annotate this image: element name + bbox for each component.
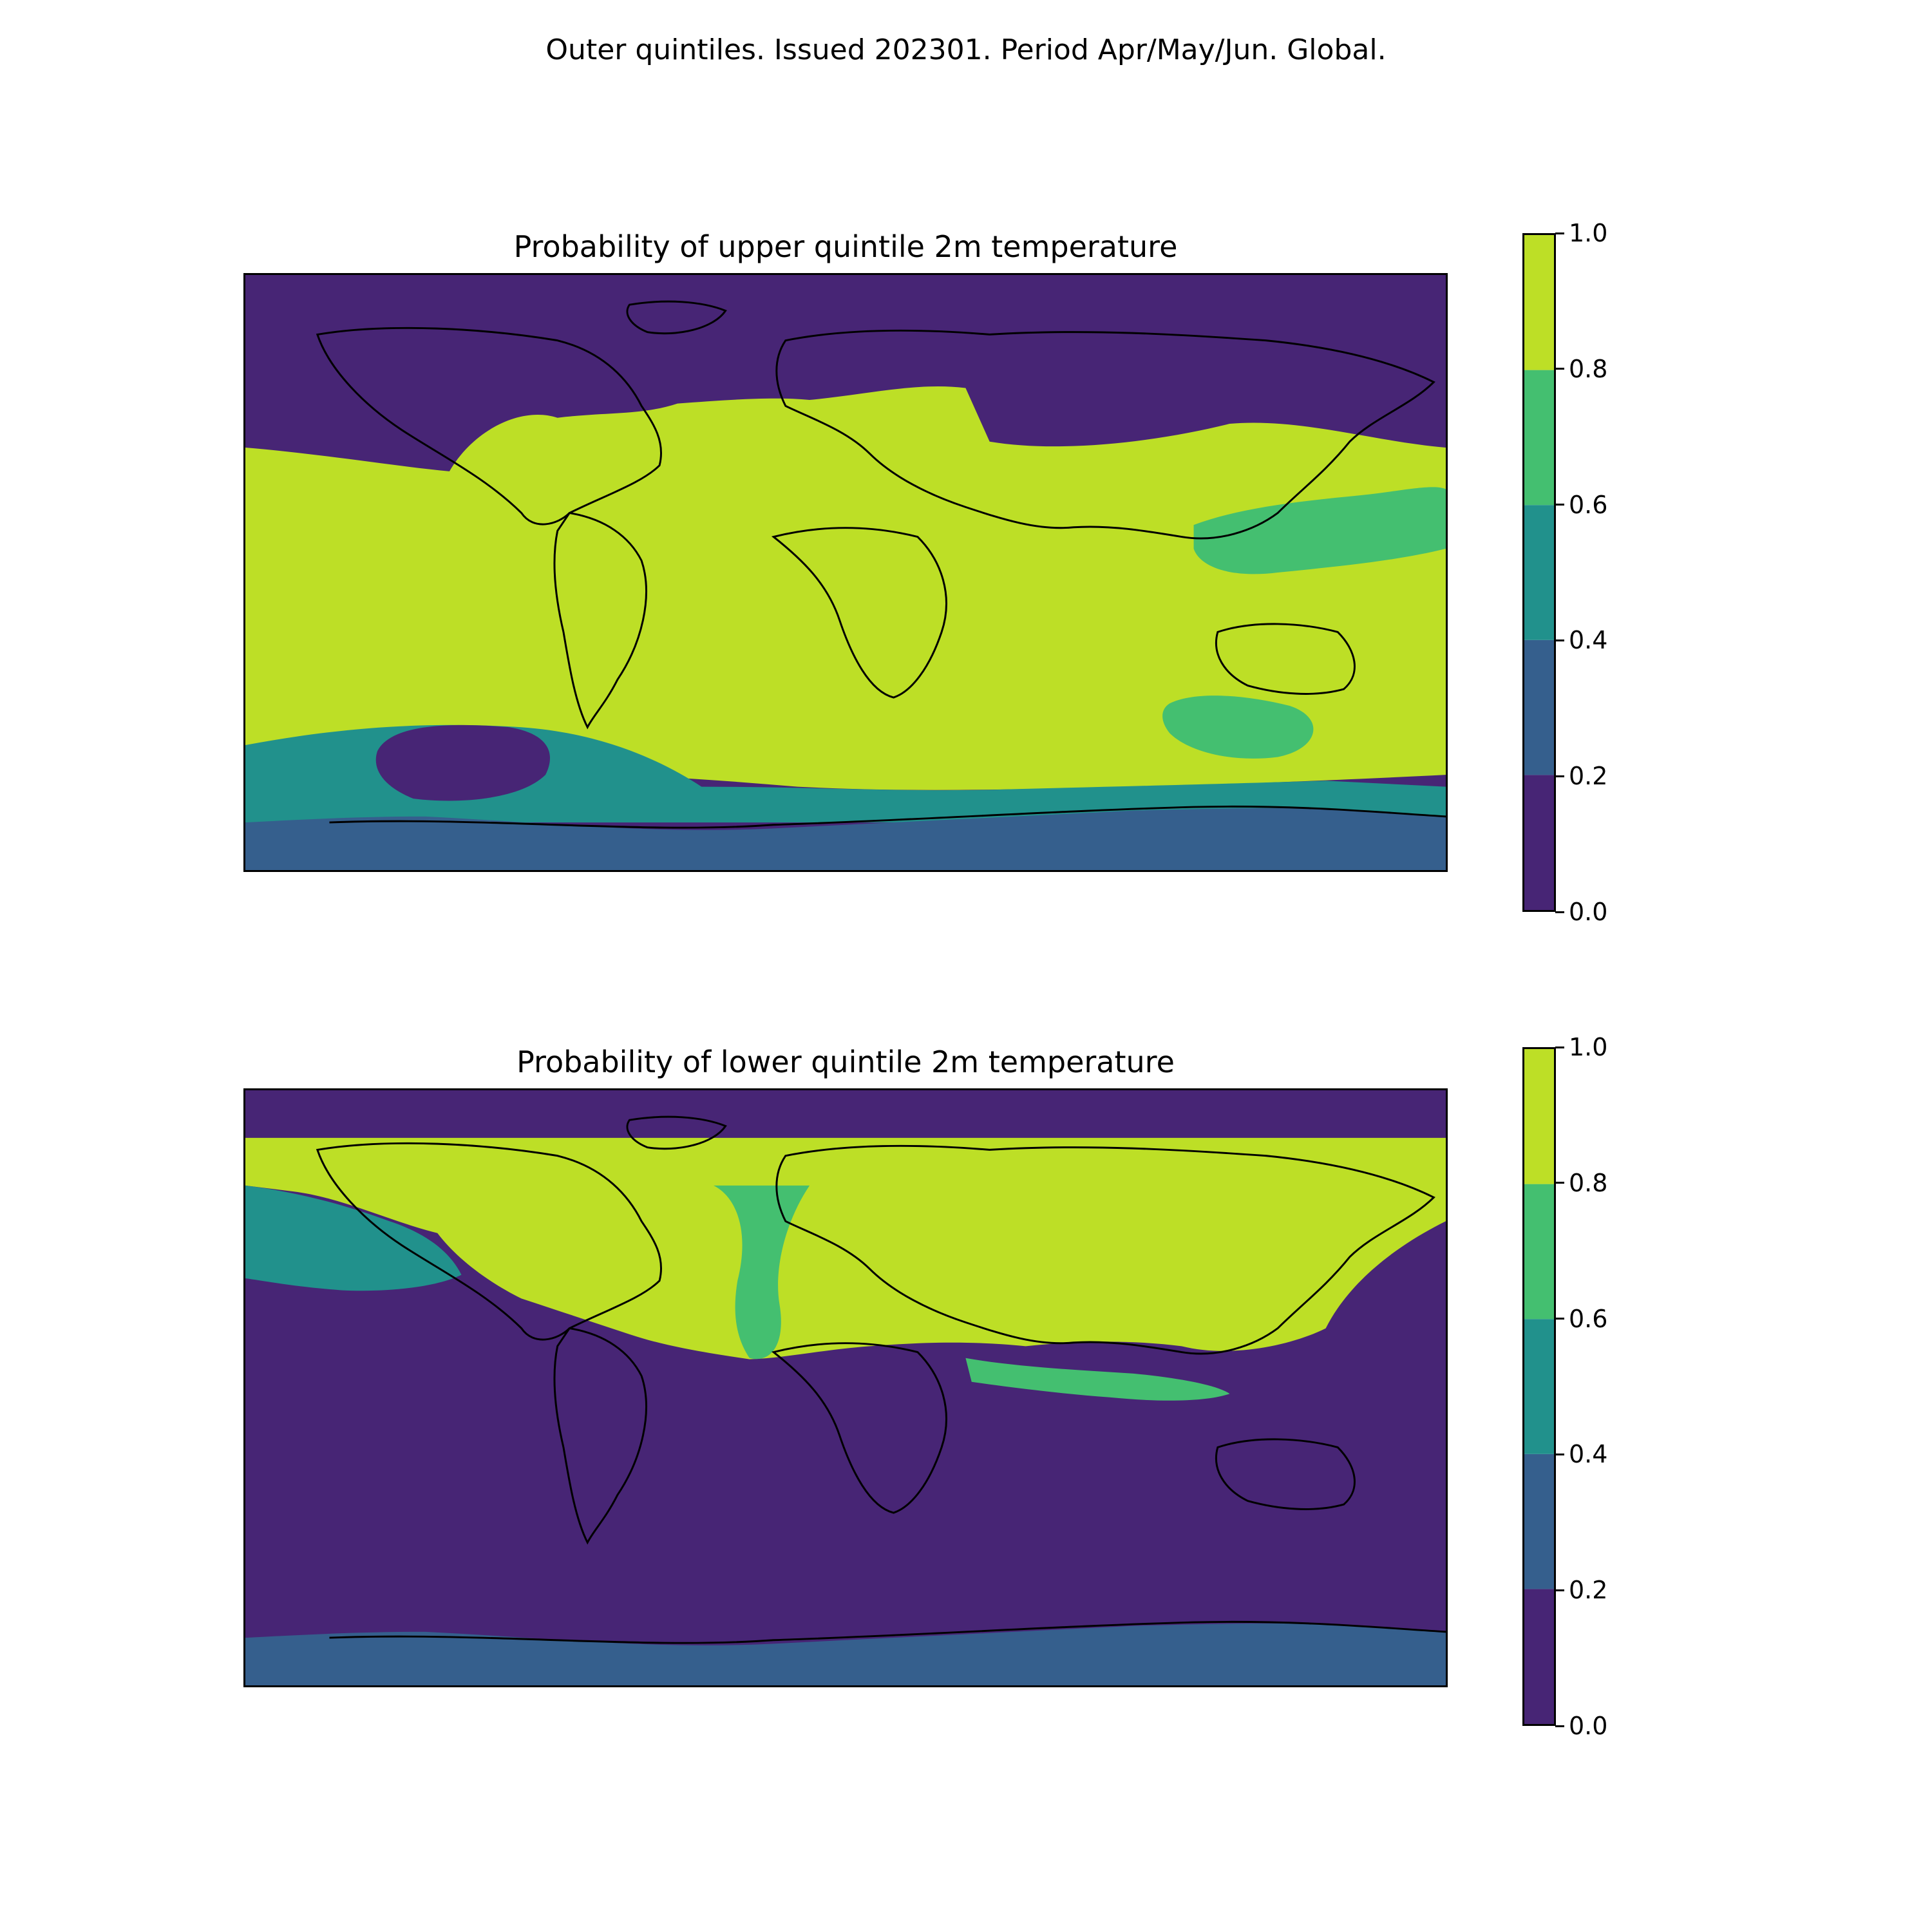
contour-region-west-pacific-warm-pool [1193,487,1446,574]
coastline-path [316,1142,663,1341]
colorbar-tick-label: 0.4 [1569,626,1608,655]
colorbar-tick-mark [1555,504,1564,506]
contour-region-indian-ocean-patch [1162,696,1314,759]
colorbar-segment [1524,639,1554,775]
coastline-path [771,1342,947,1514]
colorbar-segment [1524,1319,1554,1454]
colorbar-tick-label: 1.0 [1569,219,1608,247]
contour-region-north-atlantic-channel [713,1185,810,1359]
colorbar-segment [1524,1184,1554,1320]
colorbar-tick-label: 0.0 [1569,898,1608,926]
coastlines [316,300,1446,829]
colorbar-segment [1524,505,1554,640]
panel-title-upper: Probability of upper quintile 2m tempera… [513,229,1178,264]
contour-region-antarctic-coast [245,808,1446,870]
map-canvas [245,1090,1446,1685]
colorbar-tick-mark [1555,1589,1564,1591]
colorbar-tick-label: 0.6 [1569,1304,1608,1333]
coastline-path [329,1620,1446,1644]
coastline-path [775,1144,1435,1355]
colorbar-canvas [1524,1049,1554,1724]
colorbar-segment [1524,1049,1554,1184]
coastline-path [626,1115,727,1150]
coastline-path [1215,623,1356,695]
colorbar-tick-label: 0.4 [1569,1440,1608,1469]
colorbar-tick-label: 0.2 [1569,762,1608,791]
colorbar-tick-mark [1555,911,1564,913]
colorbar-tick-label: 1.0 [1569,1033,1608,1061]
colorbar-tick-mark [1555,1318,1564,1320]
colorbar-tick-label: 0.0 [1569,1712,1608,1740]
colorbar-segment [1524,370,1554,506]
colorbar-tick-mark [1555,368,1564,370]
colorbar-tick-mark [1555,1182,1564,1184]
colorbar-segment [1524,1454,1554,1589]
map-lower-quintile [243,1088,1448,1687]
colorbar-tick-label: 0.2 [1569,1576,1608,1605]
contour-region-northern-landmasses [245,1137,1446,1359]
colorbar-tick-mark [1555,232,1564,234]
coastline-path [771,527,947,699]
colorbar-upper [1522,233,1556,912]
contour-region-tropical-southern-band [245,386,1446,790]
coastline-path [329,805,1446,829]
coastline-path [626,300,727,335]
colorbar-tick-mark [1555,639,1564,641]
contour-region-antarctic-coast [245,1623,1446,1685]
coastline-path [553,511,647,730]
colorbar-segment [1524,1589,1554,1724]
contour-region-north-pacific-margin [245,1185,462,1291]
coastlines [316,1115,1446,1644]
coastline-path [553,1327,647,1545]
colorbar-tick-mark [1555,1725,1564,1727]
coastline-path [316,327,663,526]
colorbar-lower [1522,1047,1556,1726]
colorbar-tick-label: 0.6 [1569,490,1608,519]
colorbar-tick-label: 0.8 [1569,354,1608,383]
coastline-path [775,329,1435,540]
coastline-path [1215,1438,1356,1510]
colorbar-segment [1524,775,1554,910]
contour-region-south-indian-coast [965,1358,1230,1401]
colorbar-canvas [1524,235,1554,910]
colorbar-segment [1524,235,1554,370]
map-canvas [245,275,1446,870]
contour-region-south-pacific-gyre [375,724,550,801]
colorbar-tick-mark [1555,1046,1564,1048]
panel-title-lower: Probability of lower quintile 2m tempera… [516,1045,1175,1079]
figure-suptitle: Outer quintiles. Issued 202301. Period A… [545,33,1387,66]
colorbar-tick-mark [1555,775,1564,777]
colorbar-tick-mark [1555,1453,1564,1455]
map-upper-quintile [243,273,1448,872]
colorbar-tick-label: 0.8 [1569,1168,1608,1197]
